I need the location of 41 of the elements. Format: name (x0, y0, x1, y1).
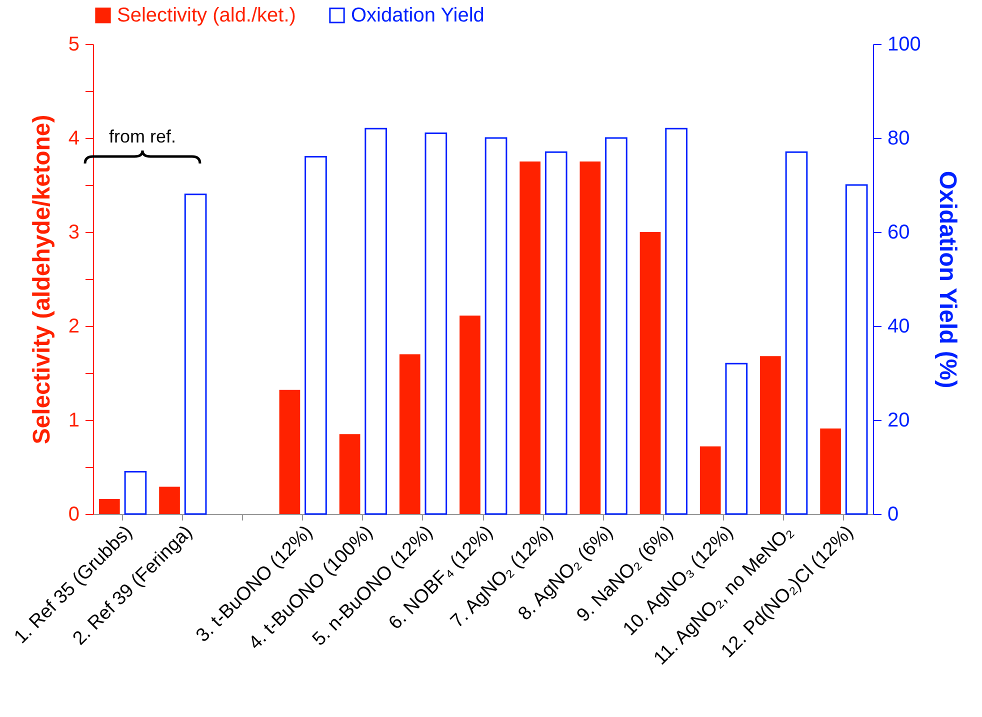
bar (339, 434, 360, 514)
bar (424, 132, 448, 515)
y2-tick-label: 100 (888, 34, 921, 56)
y2-tick-label: 20 (888, 410, 910, 432)
y-tick-label: 4 (68, 128, 80, 150)
bar (640, 232, 661, 514)
bar (184, 194, 207, 515)
bar (520, 162, 540, 514)
y2-tick-label: 40 (888, 316, 910, 338)
bar (279, 390, 300, 514)
bar (665, 128, 688, 515)
bar (760, 356, 781, 514)
y-tick-label: 2 (68, 316, 80, 338)
y-axis-title: Selectivity (aldehyde/ketone) (28, 114, 56, 444)
bar (580, 162, 601, 514)
y-tick-label: 0 (68, 504, 80, 526)
y-tick-label: 5 (68, 34, 80, 56)
bar (124, 470, 147, 515)
bar (820, 428, 841, 514)
bar (99, 498, 120, 514)
annotation: from ref. (108, 126, 176, 146)
bar (544, 151, 568, 515)
bar (700, 446, 721, 514)
y2-tick-label: 80 (888, 128, 910, 150)
bar (785, 151, 808, 515)
y2-tick-label: 60 (888, 222, 910, 244)
bar (605, 137, 628, 515)
bar (460, 316, 480, 514)
legend-label: Oxidation Yield (351, 4, 484, 26)
bar (364, 128, 387, 515)
bar (304, 156, 327, 515)
y2-tick-label: 0 (888, 504, 899, 526)
bar (484, 137, 508, 515)
legend-label: Selectivity (ald./ket.) (117, 4, 296, 26)
bar (845, 184, 868, 515)
bar (399, 354, 420, 514)
y2-axis-title: Oxidation Yield (%) (934, 170, 961, 388)
y-tick-label: 1 (68, 410, 80, 432)
bar (725, 362, 748, 515)
y-tick-label: 3 (68, 222, 80, 244)
bar (159, 486, 180, 514)
